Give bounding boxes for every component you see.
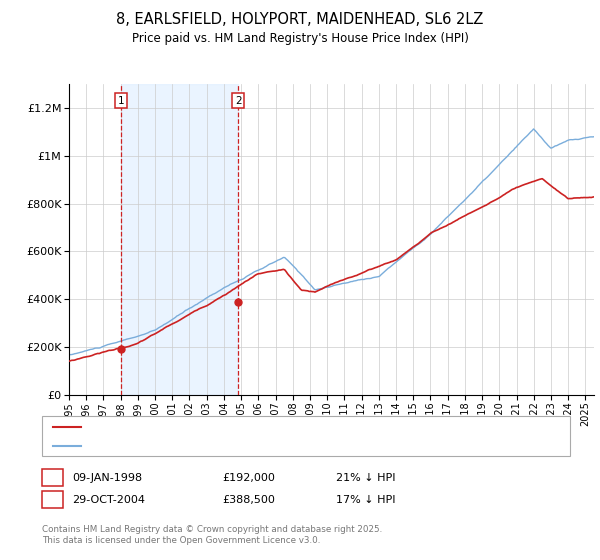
Text: 2: 2 [49, 494, 56, 505]
Text: 09-JAN-1998: 09-JAN-1998 [72, 473, 142, 483]
Text: £388,500: £388,500 [222, 494, 275, 505]
Text: 8, EARLSFIELD, HOLYPORT, MAIDENHEAD, SL6 2LZ: 8, EARLSFIELD, HOLYPORT, MAIDENHEAD, SL6… [116, 12, 484, 27]
Text: 1: 1 [118, 96, 124, 106]
Bar [121, 84, 238, 395]
Text: 21% ↓ HPI: 21% ↓ HPI [336, 473, 395, 483]
Text: HPI: Average price, detached house, Windsor and Maidenhead: HPI: Average price, detached house, Wind… [87, 441, 398, 450]
Text: £192,000: £192,000 [222, 473, 275, 483]
Text: Contains HM Land Registry data © Crown copyright and database right 2025.
This d: Contains HM Land Registry data © Crown c… [42, 525, 382, 545]
Text: Price paid vs. HM Land Registry's House Price Index (HPI): Price paid vs. HM Land Registry's House … [131, 32, 469, 45]
Text: 29-OCT-2004: 29-OCT-2004 [72, 494, 145, 505]
Text: 8, EARLSFIELD, HOLYPORT, MAIDENHEAD, SL6 2LZ (detached house): 8, EARLSFIELD, HOLYPORT, MAIDENHEAD, SL6… [87, 422, 428, 432]
Text: 1: 1 [49, 473, 56, 483]
Text: 17% ↓ HPI: 17% ↓ HPI [336, 494, 395, 505]
Text: 2: 2 [235, 96, 242, 106]
